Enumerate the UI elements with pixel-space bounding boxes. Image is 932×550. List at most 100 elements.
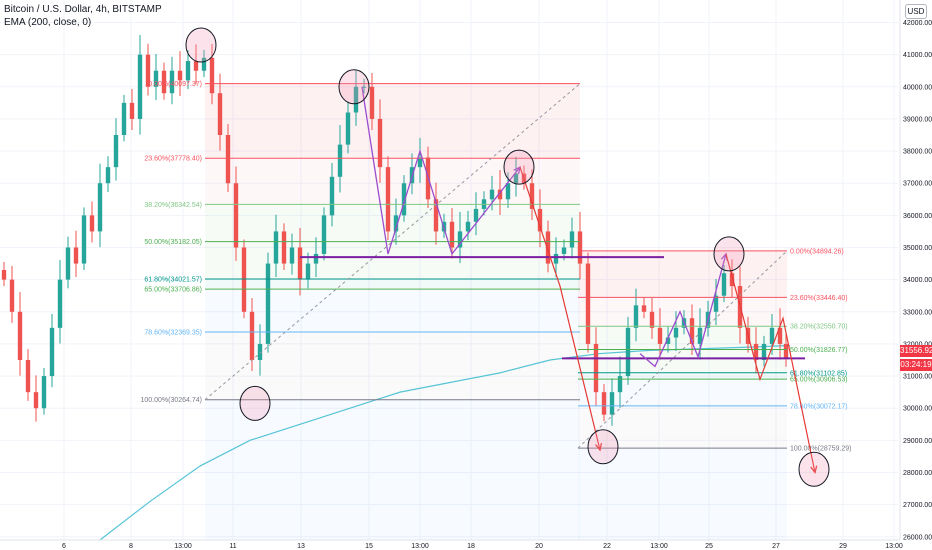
price-axis-label: 34000.00 [903,277,932,284]
candle-body [577,231,583,264]
candle-body [761,343,767,360]
candle-body [321,215,327,254]
candle-body [105,167,111,184]
time-axis-label: 27 [772,543,780,550]
price-axis-label: 40000.00 [903,84,932,91]
candle-body [265,263,271,344]
time-axis-label: 6 [62,543,66,550]
time-axis-label: 13:00 [411,543,429,550]
candle-body [697,327,703,344]
candle-body [497,189,503,200]
candle-body [561,247,567,254]
highlight-circle [713,236,745,272]
candle-body [457,231,463,248]
fib-lower-band [578,349,787,373]
fib-upper-trend-dashed [204,83,581,401]
candle-body [529,183,535,209]
highlight-circle [798,451,830,487]
candle-body [617,376,623,393]
candle-body [553,253,559,264]
highlight-circle [587,429,619,465]
indicator-legend: EMA (200, close, 0) [4,17,92,28]
time-axis-label: 11 [229,543,236,550]
fib-lower-level-label: 100.00%(28759.29) [790,446,852,453]
candle-body [417,157,423,168]
candle-body [689,318,695,344]
candle-body [177,70,183,81]
fib-upper-level-label: 38.20%(36342.54) [144,202,202,209]
candle-body [729,273,735,287]
candle-body [569,231,575,248]
fib-lower-band [578,448,787,540]
fib-upper-level-label: 50.00%(35182.05) [144,239,202,246]
candle-body [465,221,471,232]
candle-body [25,360,31,393]
candle-body [9,279,15,312]
arrow-head [595,443,603,452]
candle-body [41,376,47,409]
candle-body [601,392,607,415]
candle-body [721,273,727,296]
candle-body [513,173,519,184]
candle-body [489,189,495,200]
fib-upper-band [205,278,580,290]
fib-upper-band [205,204,580,242]
candle-body [377,118,383,168]
candle-body [393,215,399,232]
price-axis-label: 30000.00 [903,406,932,413]
candle-body [193,61,199,71]
highlight-circle [185,27,217,63]
candle-body [433,199,439,232]
zigzag-path [639,253,727,368]
candle-body [121,102,127,135]
candle-body [385,167,391,232]
candle-body [625,327,631,377]
candle-body [17,311,23,360]
fib-lower-level-label: 65.00%(30906.53) [790,377,848,384]
fib-lower-level-label: 0.00%(34894.26) [790,248,844,255]
fib-upper-level-label: 65.00%(33706.86) [144,287,202,294]
candle-body [783,343,789,359]
bar-countdown-tag: 03:24:19 [900,359,932,371]
candle-body [769,327,775,344]
price-axis-label: 31000.00 [903,374,932,381]
time-axis-label: 13:00 [650,543,668,550]
candle-body [657,327,663,344]
price-axis-label: 32000.00 [903,341,932,348]
candle-body [777,327,783,344]
candle-body [33,392,39,409]
candle-body [673,327,679,338]
candle-body [153,70,159,87]
fib-lower-level-label: 78.60%(30072.17) [790,403,848,410]
time-axis-label: 8 [129,543,133,550]
candle-body [329,176,335,216]
currency-button[interactable]: USD [905,4,927,19]
candle-body [49,327,55,377]
candle-body [281,231,287,264]
candle-body [505,183,511,200]
candle-body [73,247,79,264]
price-axis-label: 33000.00 [903,309,932,316]
candle-body [169,70,175,94]
candle-body [1,270,7,280]
fib-upper-band [205,83,580,159]
fib-upper-level-label: 78.60%(32369.35) [144,330,202,337]
fib-lower-band [578,326,787,350]
candle-body [257,343,263,360]
fib-upper-level-label: 0.00%(40097.37) [148,81,202,88]
projection-path [725,253,816,473]
candle-body [273,231,279,264]
time-axis-label: 15 [365,543,373,550]
candle-body [593,343,599,393]
candle-body [233,183,239,248]
candle-body [81,215,87,264]
zigzag-path [361,86,521,256]
candle-body [113,135,119,168]
time-axis-label: 18 [467,543,475,550]
candle-body [665,337,671,344]
price-axis-label: 38000.00 [903,149,932,156]
price-axis-label: 28000.00 [903,470,932,477]
price-axis-bg [900,0,932,550]
candle-body [353,86,359,113]
